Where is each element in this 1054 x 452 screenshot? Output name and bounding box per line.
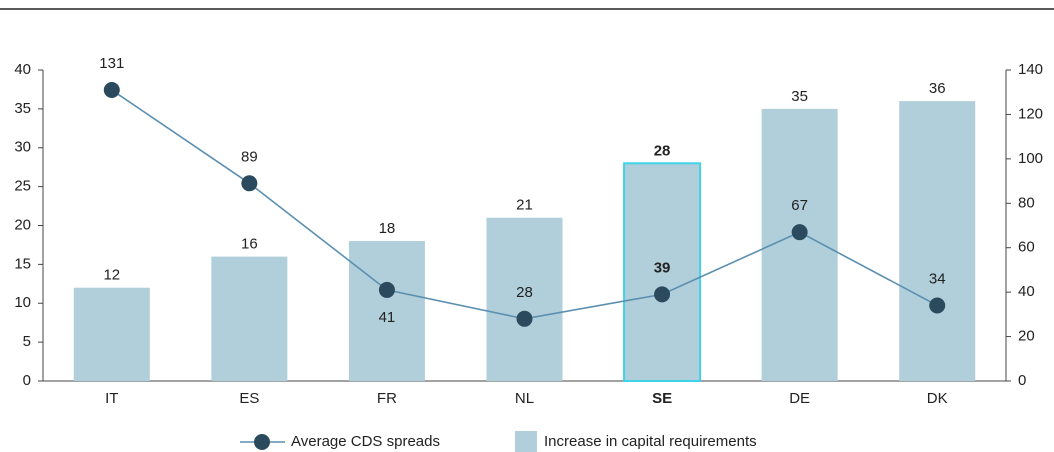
x-tick-label: IT	[105, 390, 118, 407]
y2-tick-label: 0	[1018, 372, 1026, 389]
bar	[899, 101, 976, 381]
x-tick-label: FR	[377, 390, 397, 407]
bar-value-label: 12	[103, 267, 120, 284]
x-tick-label: NL	[515, 390, 534, 407]
y-tick-label: 5	[23, 333, 31, 350]
line-value-label: 39	[654, 259, 671, 276]
bar	[348, 241, 425, 381]
bar-value-label: 16	[241, 236, 258, 253]
legend-label: Increase in capital requirements	[544, 433, 757, 450]
line-value-label: 28	[516, 284, 533, 301]
y-tick-label: 10	[14, 294, 31, 311]
line-value-label: 41	[379, 309, 396, 326]
line-value-label: 34	[929, 270, 946, 287]
cds-marker	[378, 281, 395, 298]
cds-marker	[241, 175, 258, 192]
bar-value-label: 35	[791, 88, 808, 105]
y-tick-label: 20	[14, 216, 31, 233]
bar	[73, 287, 150, 381]
bar-value-label: 28	[654, 142, 671, 159]
x-tick-label: DK	[927, 390, 948, 407]
x-tick-label: SE	[652, 390, 672, 407]
bar-value-label: 36	[929, 80, 946, 97]
cds-marker	[516, 310, 533, 327]
legend-swatch	[515, 431, 537, 452]
y-tick-label: 15	[14, 255, 31, 272]
bar	[623, 162, 702, 382]
y2-tick-label: 40	[1018, 283, 1035, 300]
y2-tick-label: 60	[1018, 239, 1035, 256]
line-value-label: 131	[99, 55, 124, 72]
x-tick-label: ES	[239, 390, 259, 407]
line-value-label: 67	[791, 197, 808, 214]
cds-marker	[929, 297, 946, 314]
y-tick-label: 30	[14, 139, 31, 156]
bar-value-label: 21	[516, 197, 533, 214]
cds-marker	[103, 81, 120, 98]
bar	[211, 256, 288, 381]
bar	[486, 217, 563, 381]
y2-tick-label: 80	[1018, 194, 1035, 211]
y-tick-label: 40	[14, 61, 31, 78]
legend-marker	[254, 434, 270, 450]
y2-tick-label: 120	[1018, 105, 1043, 122]
y2-tick-label: 100	[1018, 150, 1043, 167]
y-tick-label: 0	[23, 372, 31, 389]
line-value-label: 89	[241, 148, 258, 165]
cds-marker	[791, 224, 808, 241]
legend-label: Average CDS spreads	[291, 433, 440, 450]
y2-tick-label: 140	[1018, 61, 1043, 78]
cds-marker	[654, 286, 671, 303]
y2-tick-label: 20	[1018, 328, 1035, 345]
y-tick-label: 25	[14, 178, 31, 195]
bar-value-label: 18	[379, 220, 396, 237]
y-tick-label: 35	[14, 100, 31, 117]
x-tick-label: DE	[789, 390, 810, 407]
